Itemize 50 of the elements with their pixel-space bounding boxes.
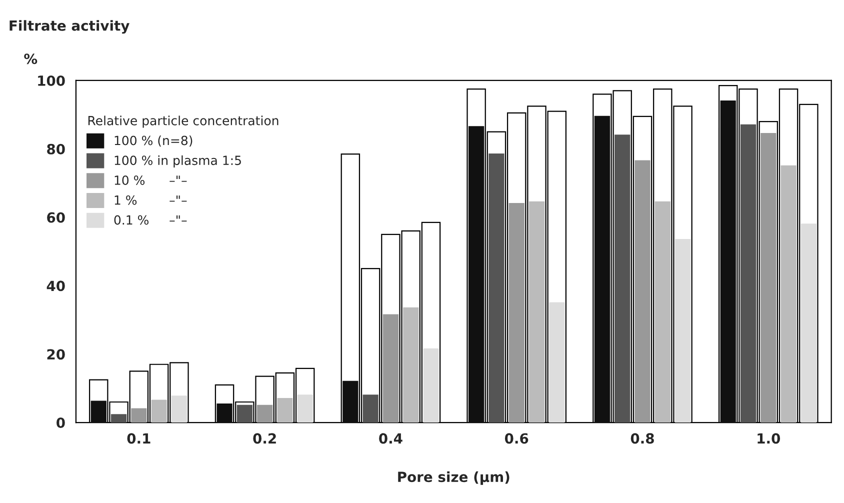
legend-label: 100 % in plasma 1:5 (114, 155, 241, 168)
x-tick-label: 0.6 (504, 433, 528, 444)
bar (594, 116, 610, 423)
x-tick-label: 0.4 (379, 433, 402, 444)
bar (674, 238, 691, 423)
bar (549, 302, 565, 423)
bar (614, 134, 630, 423)
bar (508, 203, 524, 423)
bar (488, 153, 504, 423)
x-axis-title: Pore size (µm) (398, 471, 510, 485)
bar (780, 165, 796, 423)
bar (342, 380, 358, 423)
bar (257, 404, 273, 423)
y-tick-label: 40 (46, 280, 65, 292)
bar (760, 132, 776, 423)
legend-title: Relative particle concentration (88, 116, 278, 128)
y-tick-label: 60 (47, 212, 65, 223)
y-tick-label: 80 (47, 144, 65, 154)
legend-label: 100 % (n=8) (114, 136, 192, 147)
y-axis-title: % (24, 54, 38, 64)
bar (403, 307, 419, 423)
bar (528, 201, 545, 423)
y-tick-label: 0 (56, 417, 65, 428)
x-tick-label: 0.1 (127, 433, 150, 444)
bar (90, 400, 106, 423)
chart-title: Filtrate activity (10, 20, 130, 34)
x-tick-label: 0.2 (253, 433, 276, 444)
bar (362, 394, 378, 423)
y-tick-label: 100 (38, 75, 65, 86)
bar (110, 414, 127, 423)
x-tick-label: 1.0 (758, 433, 780, 444)
bar (423, 348, 439, 423)
x-tick-label: 0.8 (630, 433, 654, 444)
bar (151, 400, 167, 423)
legend-label: 10 % –"– (114, 175, 187, 185)
bar (740, 124, 756, 423)
bar (171, 396, 187, 423)
bar (468, 126, 484, 423)
bar (654, 201, 670, 423)
bar (216, 403, 232, 423)
legend-label: 0.1 % –"– (114, 215, 187, 225)
bar (720, 100, 736, 423)
y-tick-label: 20 (47, 349, 65, 360)
legend-label: 1 % –"– (114, 195, 187, 205)
bar (634, 160, 650, 423)
bar (297, 394, 313, 423)
bar (277, 398, 293, 423)
bar (800, 224, 816, 423)
bar (382, 314, 399, 423)
bar (131, 408, 147, 423)
